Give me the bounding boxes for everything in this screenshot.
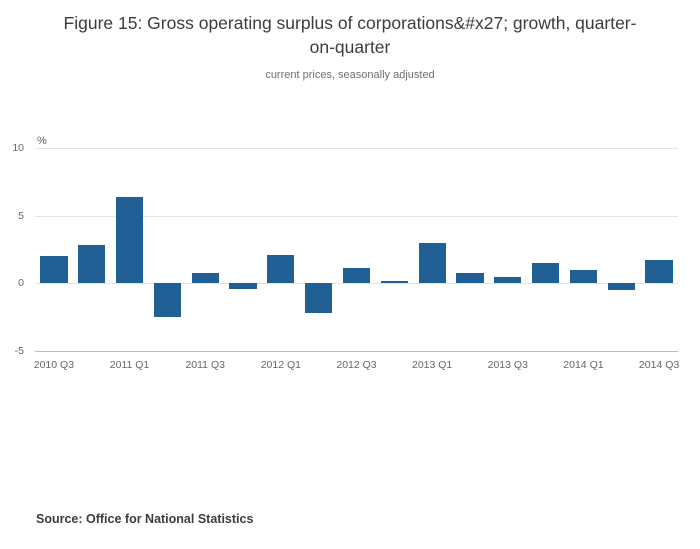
gridline	[35, 148, 678, 149]
bar-2012-q4[interactable]	[380, 280, 408, 284]
x-tick-label: 2012 Q3	[336, 359, 377, 371]
bar-2013-q2[interactable]	[456, 272, 484, 284]
bar-2013-q1[interactable]	[418, 242, 446, 284]
chart-subtitle: current prices, seasonally adjusted	[265, 69, 435, 82]
x-tick-label: 2012 Q1	[260, 359, 301, 371]
y-tick-label: 0	[18, 277, 24, 290]
source-note: Source: Office for National Statistics	[36, 512, 254, 526]
bar-2010-q4[interactable]	[78, 245, 106, 284]
bar-2012-q1[interactable]	[267, 254, 295, 284]
gridline	[35, 283, 678, 285]
bar-2011-q2[interactable]	[153, 283, 181, 318]
bar-2013-q3[interactable]	[494, 276, 522, 284]
bar-2011-q4[interactable]	[229, 283, 257, 289]
bar-2012-q2[interactable]	[305, 283, 333, 314]
x-tick-label: 2013 Q3	[487, 359, 528, 371]
bar-2012-q3[interactable]	[342, 268, 371, 284]
x-tick-label: 2011 Q1	[109, 359, 150, 371]
x-tick-label: 2013 Q1	[411, 359, 453, 371]
bar-2014-q3[interactable]	[645, 260, 673, 284]
y-tick-label: 10	[12, 142, 24, 154]
x-tick-label: 2010 Q3	[33, 359, 75, 371]
x-tick-label: 2011 Q3	[185, 359, 225, 371]
y-tick-label: 5	[18, 209, 24, 222]
bar-2011-q3[interactable]	[191, 272, 219, 284]
bar-2011-q1[interactable]	[115, 196, 144, 284]
chart-area: % 2010 Q3 2011 Q1 2011 Q3 2012 Q1 2012 Q3 201…	[0, 135, 700, 378]
gridline	[35, 215, 678, 217]
bar-2014-q2[interactable]	[607, 283, 635, 291]
x-axis-line	[35, 351, 678, 352]
bar-2014-q1[interactable]	[569, 269, 598, 284]
x-tick-label: 2014 Q3	[638, 359, 680, 371]
y-tick-label: -5	[14, 345, 24, 357]
plot-area	[35, 148, 678, 352]
bar-2013-q4[interactable]	[532, 263, 560, 284]
x-tick-label: 2014 Q1	[563, 359, 604, 371]
chart-title: Figure 15: Gross operating surplus of co…	[63, 13, 637, 57]
y-axis-unit-label: %	[37, 135, 47, 147]
bar-2010-q3[interactable]	[40, 256, 68, 284]
